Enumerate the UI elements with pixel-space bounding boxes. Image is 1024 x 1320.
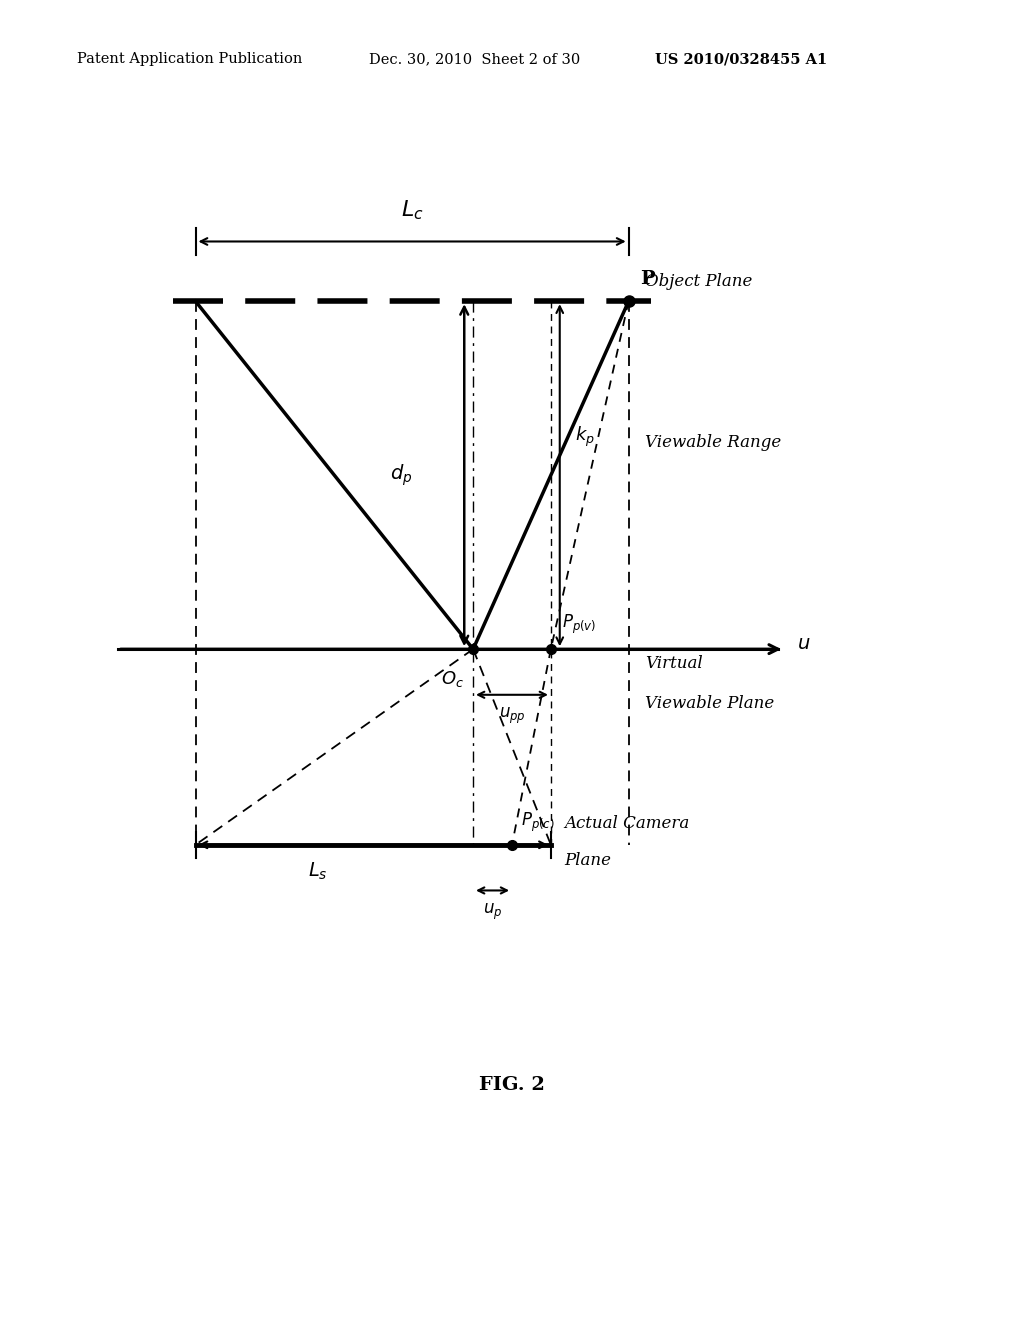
Text: $k_p$: $k_p$ bbox=[575, 425, 595, 449]
Text: Viewable Plane: Viewable Plane bbox=[645, 694, 774, 711]
Text: $d_p$: $d_p$ bbox=[390, 462, 412, 488]
Text: Virtual: Virtual bbox=[645, 655, 703, 672]
Text: Actual Camera: Actual Camera bbox=[564, 814, 689, 832]
Text: Plane: Plane bbox=[564, 851, 611, 869]
Text: $O_c$: $O_c$ bbox=[441, 669, 464, 689]
Text: Patent Application Publication: Patent Application Publication bbox=[77, 53, 302, 66]
Text: FIG. 2: FIG. 2 bbox=[479, 1076, 545, 1094]
Text: Object Plane: Object Plane bbox=[645, 273, 753, 290]
Text: $P_{p(c)}$: $P_{p(c)}$ bbox=[521, 810, 555, 834]
Text: US 2010/0328455 A1: US 2010/0328455 A1 bbox=[655, 53, 827, 66]
Text: $L_s$: $L_s$ bbox=[308, 861, 328, 882]
Text: $L_c$: $L_c$ bbox=[400, 198, 423, 222]
Text: $P_{p(v)}$: $P_{p(v)}$ bbox=[562, 612, 596, 636]
Text: Viewable Range: Viewable Range bbox=[645, 434, 781, 451]
Text: Dec. 30, 2010  Sheet 2 of 30: Dec. 30, 2010 Sheet 2 of 30 bbox=[369, 53, 580, 66]
Text: $u_{pp}$: $u_{pp}$ bbox=[499, 706, 525, 726]
Text: P: P bbox=[640, 271, 654, 288]
Text: $u$: $u$ bbox=[798, 635, 811, 652]
Text: $u_p$: $u_p$ bbox=[483, 902, 502, 921]
